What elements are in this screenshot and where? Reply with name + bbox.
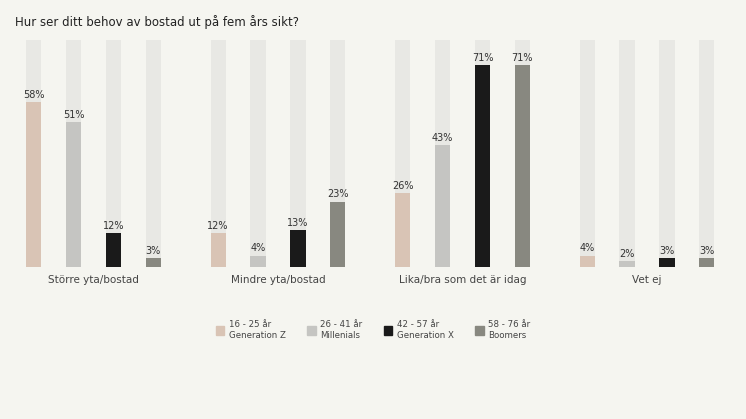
Bar (619, 261, 635, 267)
Text: 51%: 51% (63, 110, 84, 120)
Text: Hur ser ditt behov av bostad ut på fem års sikt?: Hur ser ditt behov av bostad ut på fem å… (15, 15, 299, 29)
Legend: 16 - 25 år
Generation Z, 26 - 41 år
Millenials, 42 - 57 år
Generation X, 58 - 76: 16 - 25 år Generation Z, 26 - 41 år Mill… (213, 317, 533, 343)
Bar (26, 102, 41, 267)
Bar (395, 193, 410, 267)
Text: 43%: 43% (432, 133, 454, 142)
Bar (475, 40, 490, 267)
Bar (330, 202, 345, 267)
Bar (26, 40, 41, 267)
Bar (66, 40, 81, 267)
Bar (330, 40, 345, 267)
Bar (515, 65, 530, 267)
Bar (515, 40, 530, 267)
Text: 71%: 71% (471, 53, 493, 63)
Bar (699, 40, 715, 267)
Bar (435, 145, 450, 267)
Bar (290, 40, 306, 267)
Bar (475, 65, 490, 267)
Bar (210, 233, 226, 267)
Bar (699, 259, 715, 267)
Bar (580, 40, 595, 267)
Text: 13%: 13% (287, 218, 309, 228)
Bar (435, 40, 450, 267)
Text: 26%: 26% (392, 181, 413, 191)
Text: 58%: 58% (23, 90, 44, 100)
Bar (290, 230, 306, 267)
Text: 12%: 12% (103, 221, 124, 230)
Text: 12%: 12% (207, 221, 229, 230)
Bar (251, 40, 266, 267)
Text: 3%: 3% (659, 246, 674, 256)
Bar (106, 233, 121, 267)
Text: 3%: 3% (145, 246, 161, 256)
Bar (106, 40, 121, 267)
Bar (145, 40, 161, 267)
Text: 71%: 71% (512, 53, 533, 63)
Bar (580, 256, 595, 267)
Bar (145, 259, 161, 267)
Bar (210, 40, 226, 267)
Text: 4%: 4% (580, 243, 595, 253)
Text: 3%: 3% (699, 246, 715, 256)
Bar (659, 40, 674, 267)
Bar (619, 40, 635, 267)
Text: 23%: 23% (327, 189, 348, 199)
Bar (66, 122, 81, 267)
Bar (395, 40, 410, 267)
Text: 4%: 4% (251, 243, 266, 253)
Bar (251, 256, 266, 267)
Text: 2%: 2% (619, 249, 635, 259)
Bar (659, 259, 674, 267)
